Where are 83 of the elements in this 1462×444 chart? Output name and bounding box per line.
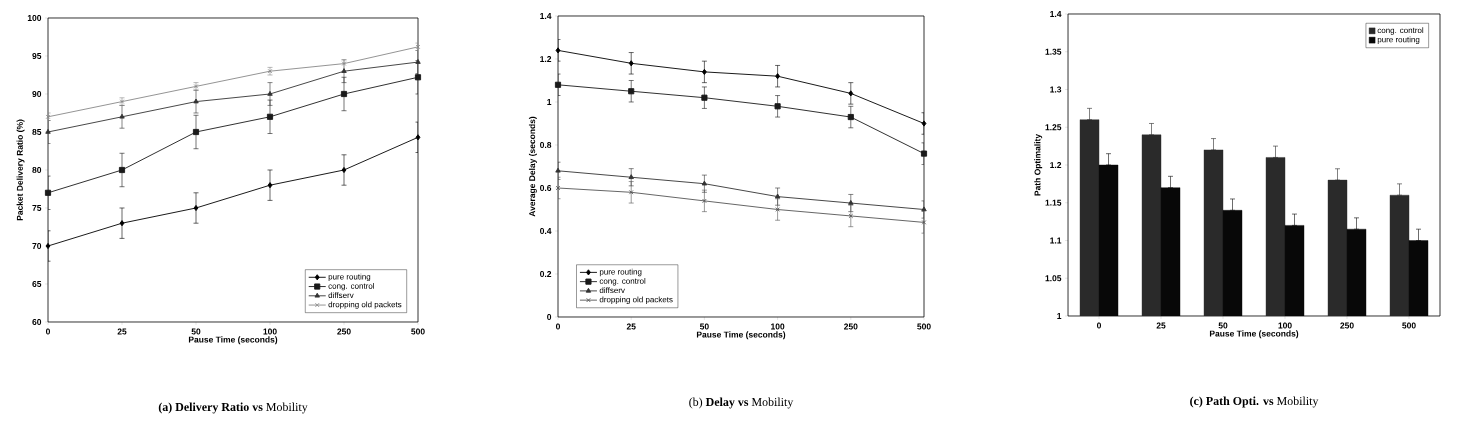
x-tick-label: 500 <box>1402 322 1416 329</box>
x-axis-title: Pause Time (seconds) <box>1209 330 1299 339</box>
point <box>266 113 274 120</box>
y-tick-label: 70 <box>32 243 42 249</box>
point <box>118 166 126 174</box>
y-tick-label: 75 <box>32 205 42 211</box>
x-axis-title: Pause Time (seconds) <box>188 336 278 345</box>
x-axis-title: Pause Time (seconds) <box>696 331 786 340</box>
y-tick-label: 65 <box>32 281 42 287</box>
x-tick-label: 100 <box>263 328 277 335</box>
y-tick-label: 95 <box>32 53 42 59</box>
y-tick-label: 0.8 <box>540 142 552 148</box>
y-tick-label: 1.3 <box>1050 86 1062 93</box>
x-tick-label: 25 <box>1156 322 1166 329</box>
x-tick-label: 500 <box>917 323 931 330</box>
point <box>847 114 854 121</box>
x-tick-label: 50 <box>1218 322 1228 329</box>
y-tick-label: 0.2 <box>540 271 552 277</box>
point <box>119 113 125 119</box>
y-tick-label: 100 <box>27 15 42 21</box>
y-axis-title: Path Optimality <box>1034 133 1043 196</box>
point <box>45 128 51 134</box>
y-tick-label: 1 <box>547 99 552 105</box>
point <box>267 90 273 96</box>
x-tick-label: 25 <box>117 328 127 335</box>
y-tick-label: 85 <box>32 129 42 135</box>
point <box>193 204 199 212</box>
point <box>702 68 707 75</box>
point <box>775 73 781 80</box>
point <box>628 88 635 95</box>
y-tick-label: 0 <box>547 314 552 320</box>
x-tick-label: 250 <box>337 328 351 335</box>
x-tick-label: 100 <box>771 323 785 330</box>
point <box>340 90 348 98</box>
y-tick-label: 1.25 <box>1045 124 1062 131</box>
y-tick-label: 90 <box>32 91 42 97</box>
y-tick-label: 1.4 <box>540 13 552 19</box>
y-tick-label: 1 <box>1057 313 1062 319</box>
point <box>920 150 928 157</box>
x-tick-label: 25 <box>626 323 636 330</box>
y-tick-label: 1.15 <box>1045 199 1062 206</box>
point <box>267 182 273 189</box>
point <box>44 189 52 196</box>
y-tick-label: 0.4 <box>540 228 552 234</box>
point <box>555 167 561 173</box>
y-axis-title: Average Delay (seconds) <box>528 116 537 217</box>
point <box>774 103 781 110</box>
text: (b) Delay vs Mobility <box>689 397 794 409</box>
y-tick-label: 1.35 <box>1045 48 1062 55</box>
point <box>341 68 347 73</box>
x-tick-label: 100 <box>1278 322 1292 329</box>
y-tick-label: 1.2 <box>540 56 552 62</box>
text: (a) Delivery Ratio vs Mobility <box>158 402 308 414</box>
y-tick-label: 80 <box>32 167 42 173</box>
y-tick-label: 1.2 <box>1050 162 1062 168</box>
y-tick-label: 1.4 <box>1050 11 1062 17</box>
x-tick-label: 0 <box>1096 322 1102 329</box>
point <box>848 90 854 97</box>
point <box>701 94 708 101</box>
point <box>45 242 51 250</box>
y-tick-label: 1.05 <box>1045 275 1062 282</box>
point <box>192 128 200 136</box>
point <box>628 60 634 67</box>
x-tick-label: 250 <box>1340 322 1354 329</box>
x-tick-label: 0 <box>555 323 561 330</box>
point <box>193 98 199 104</box>
point <box>701 180 708 186</box>
point <box>554 81 562 88</box>
y-tick-label: 0.6 <box>540 185 552 191</box>
text: (c) Path Opti. vs Mobility <box>1190 396 1319 408</box>
point <box>921 120 927 127</box>
x-tick-label: 500 <box>411 328 425 335</box>
x-tick-label: 50 <box>699 323 709 330</box>
point <box>341 166 347 174</box>
y-tick-label: 60 <box>32 319 42 325</box>
x-tick-label: 50 <box>191 328 201 335</box>
y-axis-title: Packet Delivery Ratio (%) <box>16 119 25 221</box>
point <box>119 220 125 227</box>
point <box>415 134 421 141</box>
point <box>555 47 561 54</box>
x-tick-label: 250 <box>844 323 858 330</box>
y-tick-label: 1.1 <box>1050 237 1062 244</box>
x-tick-label: 0 <box>45 328 50 335</box>
